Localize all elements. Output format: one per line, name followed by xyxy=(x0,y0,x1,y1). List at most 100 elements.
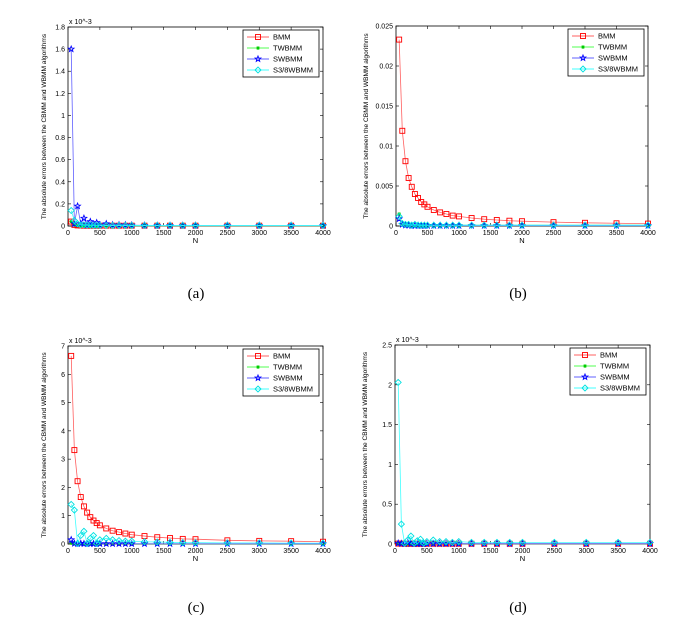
marker-diamond xyxy=(108,536,117,544)
marker-square xyxy=(77,494,84,500)
x-tick-label: 0 xyxy=(66,230,70,237)
x-tick-label: 3500 xyxy=(283,548,299,555)
marker-diamond xyxy=(77,531,85,540)
x-tick-label: 2500 xyxy=(220,548,236,555)
marker-diamond xyxy=(115,221,123,230)
marker-square xyxy=(128,531,135,538)
marker-square xyxy=(87,514,94,521)
x-tick-label: 4000 xyxy=(642,548,658,555)
y-tick-label: 0.5 xyxy=(382,502,392,509)
series-bmm xyxy=(396,36,651,227)
marker-star xyxy=(67,535,76,544)
marker-star xyxy=(580,372,590,381)
marker-square xyxy=(71,447,78,454)
legend-label: TWBMM xyxy=(598,43,627,52)
marker-diamond xyxy=(442,537,450,546)
marker-diamond xyxy=(644,221,652,229)
series-line xyxy=(70,355,324,543)
marker-diamond xyxy=(287,539,295,547)
marker-diamond xyxy=(255,539,263,547)
x-tick-label: 0 xyxy=(66,548,70,555)
legend-label: S3/8WBMM xyxy=(273,66,313,75)
marker-diamond xyxy=(153,538,161,546)
marker-diamond xyxy=(96,221,104,230)
x-axis-label: N xyxy=(520,554,525,563)
marker-diamond xyxy=(73,539,82,548)
marker-square xyxy=(84,509,91,516)
y-tick-label: 1.2 xyxy=(55,91,65,98)
subplot-caption: (c) xyxy=(188,600,205,616)
legend-entry: S3/8WBMM xyxy=(574,384,640,393)
y-tick-label: 0.4 xyxy=(55,179,65,186)
marker-diamond xyxy=(108,221,117,230)
legend-label: TWBMM xyxy=(273,363,302,372)
marker-square xyxy=(255,34,261,40)
y-tick-label: 0.005 xyxy=(375,184,393,191)
marker-diamond xyxy=(506,538,514,547)
y-tick-label: 1.8 xyxy=(55,25,65,32)
y-tick-label: 1 xyxy=(61,513,65,520)
subplot-b: 0 500 1000 1500 2000 2500 3000 3500 4000 0 0.005 0.… xyxy=(363,24,656,303)
legend-entry: BMM xyxy=(572,32,616,41)
marker-square xyxy=(424,203,431,210)
y-tick-label: 6 xyxy=(61,372,65,379)
marker-diamond xyxy=(223,539,232,547)
x-tick-label: 500 xyxy=(422,230,434,237)
marker-diamond xyxy=(581,384,589,392)
subplot-c: 0 500 1000 1500 2000 2500 3000 3500 4000 0 1 2 3 4 5 6 7… xyxy=(41,338,331,616)
y-tick-label: 0.015 xyxy=(375,104,393,111)
marker-diamond xyxy=(121,537,130,545)
marker-diamond xyxy=(153,221,161,230)
marker-square xyxy=(399,127,406,134)
x-tick-label: 4000 xyxy=(640,230,656,237)
marker-star xyxy=(253,373,263,382)
legend: BMM TWBMM SWBMM S3/8WBMM xyxy=(569,347,647,396)
marker-star xyxy=(253,54,263,63)
marker-square xyxy=(411,191,418,197)
x-tick-label: 3000 xyxy=(251,548,267,555)
x-tick-label: 2000 xyxy=(188,548,204,555)
y-tick-label: 0 xyxy=(61,224,65,231)
y-tick-label: 1 xyxy=(388,462,392,469)
x-tick-label: 0 xyxy=(393,548,397,555)
marker-diamond xyxy=(89,531,98,540)
marker-star xyxy=(67,44,76,53)
marker-diamond xyxy=(448,538,457,547)
marker-square xyxy=(122,530,129,537)
marker-diamond xyxy=(166,221,174,230)
y-tick-label: 1 xyxy=(61,113,65,120)
marker-star xyxy=(121,539,130,548)
x-tick-label: 500 xyxy=(94,548,106,555)
legend-entry: S3/8WBMM xyxy=(247,66,313,75)
marker-star xyxy=(121,220,130,229)
y-multiplier-label: x 10^-3 xyxy=(396,337,419,344)
marker-diamond xyxy=(612,221,621,229)
marker-square xyxy=(74,478,81,485)
y-tick-label: 0.8 xyxy=(55,135,65,142)
marker-star xyxy=(578,53,588,62)
x-axis-label: N xyxy=(519,236,524,245)
x-tick-label: 3500 xyxy=(283,230,299,237)
marker-square xyxy=(103,525,110,532)
x-tick-label: 1000 xyxy=(451,230,467,237)
marker-diamond xyxy=(102,221,110,230)
y-tick-label: 0.01 xyxy=(379,144,393,151)
marker-diamond xyxy=(436,221,444,229)
x-tick-label: 1500 xyxy=(483,230,499,237)
y-axis-label: The absolute errors between the CBMM and… xyxy=(362,351,369,537)
x-tick-label: 1500 xyxy=(156,548,172,555)
legend-entry: TWBMM xyxy=(574,362,629,371)
x-tick-label: 4000 xyxy=(315,548,331,555)
marker-diamond xyxy=(102,534,110,542)
marker-square xyxy=(456,213,462,220)
legend-label: BMM xyxy=(600,351,618,360)
marker-diamond xyxy=(442,221,451,229)
y-tick-label: 5 xyxy=(61,400,65,407)
x-tick-label: 2500 xyxy=(220,230,236,237)
series-s3-8wbmm xyxy=(394,378,654,547)
x-tick-label: 3000 xyxy=(577,230,593,237)
y-tick-label: 0.2 xyxy=(55,201,65,208)
marker-diamond xyxy=(408,221,416,229)
marker-diamond xyxy=(414,221,422,229)
y-axis-label: The absolute errors between the CBMM and… xyxy=(363,33,370,219)
